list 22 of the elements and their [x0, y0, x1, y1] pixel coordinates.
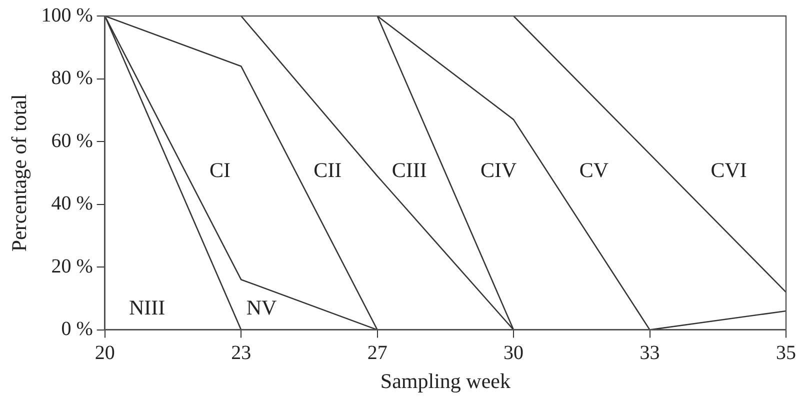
annotation: CII	[314, 158, 342, 182]
annotation: NIII	[129, 296, 166, 320]
annotation: CIV	[480, 158, 517, 182]
x-tick-label: 23	[231, 342, 252, 364]
x-axis-title: Sampling week	[380, 368, 511, 393]
y-tick-label: 20 %	[51, 255, 93, 278]
y-axis-title: Percentage of total	[7, 94, 32, 252]
y-tick-label: 0 %	[61, 318, 93, 340]
annotation: CI	[209, 158, 230, 182]
annotation: CV	[579, 158, 609, 182]
x-tick-label: 20	[94, 342, 115, 364]
x-tick-label: 35	[776, 342, 796, 364]
annotation: CVI	[710, 158, 747, 182]
x-tick-label: 33	[640, 342, 660, 364]
y-tick-label: 80 %	[51, 67, 93, 90]
x-tick-label: 30	[504, 342, 524, 364]
y-tick-label: 100 %	[41, 4, 93, 26]
annotation: CIII	[392, 158, 427, 182]
y-tick-label: 60 %	[51, 130, 93, 152]
y-tick-label: 40 %	[51, 192, 93, 215]
x-tick-label: 27	[367, 342, 388, 364]
annotation: NV	[246, 296, 277, 320]
